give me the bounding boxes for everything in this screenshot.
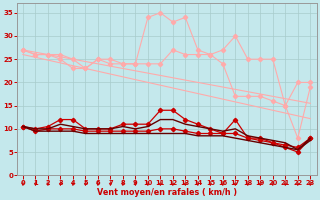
X-axis label: Vent moyen/en rafales ( km/h ): Vent moyen/en rafales ( km/h ) [97, 188, 237, 197]
